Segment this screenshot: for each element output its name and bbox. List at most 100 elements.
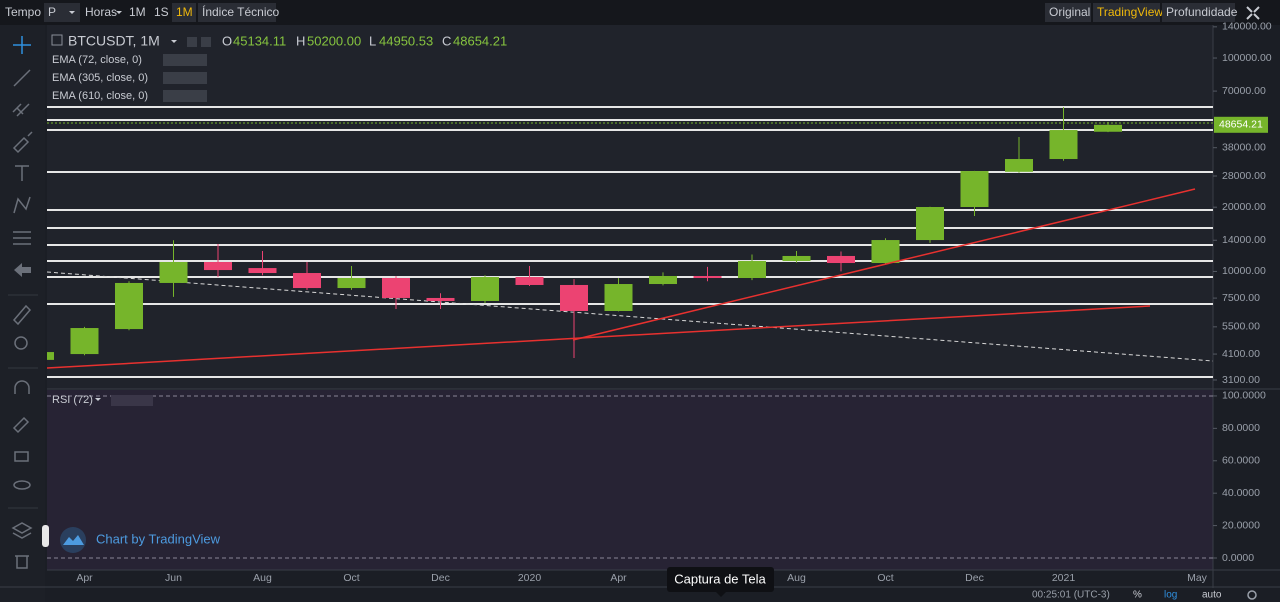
pattern-tool[interactable] — [13, 196, 31, 214]
y-tick-label: 100.0000 — [1222, 390, 1266, 402]
icon[interactable] — [201, 37, 211, 47]
view-tab[interactable]: Original — [1049, 5, 1090, 19]
button-bg — [1162, 3, 1235, 22]
brush-tool[interactable] — [12, 131, 33, 154]
trend-line — [47, 271, 1213, 362]
y-tick-label: 60.0000 — [1222, 455, 1260, 467]
dropdown-arrow — [116, 11, 122, 14]
price-tag — [1214, 116, 1268, 133]
menu-label[interactable]: Horas — [85, 5, 117, 19]
candles — [47, 107, 1122, 360]
zoom-tool[interactable] — [14, 336, 28, 350]
indicators-button[interactable]: Índice Técnico — [202, 4, 279, 19]
percent-toggle[interactable]: % — [1133, 590, 1142, 601]
candle-body — [47, 352, 54, 360]
fullscreen-icon[interactable] — [1246, 6, 1260, 20]
select[interactable] — [44, 3, 80, 22]
candle-body — [604, 284, 633, 312]
candle-body — [782, 255, 811, 262]
dropdown-arrow — [95, 398, 101, 401]
tool-icons — [8, 36, 49, 569]
ohlc-value: 44950.53 — [379, 33, 433, 48]
y-tick-label: 38000.00 — [1222, 141, 1266, 153]
interval-button[interactable]: 1M — [176, 5, 193, 19]
collapse-box[interactable] — [51, 34, 63, 46]
candle-body — [159, 262, 188, 283]
back-tool[interactable] — [14, 263, 31, 277]
y-tick-label: 20.0000 — [1222, 519, 1260, 531]
ohlc-label: C — [442, 33, 451, 48]
auto-toggle[interactable]: auto — [1202, 590, 1222, 601]
candle-body — [1094, 124, 1122, 132]
logo — [63, 535, 84, 545]
study-icons — [163, 72, 207, 84]
interval-button[interactable]: 1M — [129, 5, 146, 19]
view-tab[interactable]: TradingView — [1097, 5, 1163, 19]
y-tick-label: 3100.00 — [1222, 374, 1260, 386]
candle-body — [1049, 130, 1078, 160]
layers-tool[interactable] — [11, 522, 33, 539]
y-tick-label: 5500.00 — [1222, 321, 1260, 333]
menu-label[interactable]: Tempo — [5, 5, 41, 19]
visibility-tool[interactable] — [13, 480, 31, 490]
candle-body — [293, 273, 321, 289]
view-tab[interactable]: Profundidade — [1166, 5, 1238, 19]
x-tick-label: Jun — [165, 572, 182, 584]
button-bg — [1045, 3, 1091, 22]
ohlc-value: 48654.21 — [453, 33, 507, 48]
x-tick-label: Apr — [610, 572, 627, 584]
prediction-tool[interactable] — [13, 231, 31, 245]
button-bg — [1093, 3, 1160, 22]
delete-tool[interactable] — [15, 555, 29, 569]
select-value[interactable]: P — [48, 5, 56, 19]
lock-tool[interactable] — [14, 451, 29, 462]
candle-body — [1005, 159, 1033, 172]
studies: EMA (72, close, 0) EMA (305, close, 0) EMA… — [52, 54, 207, 102]
x-tick-label: Oct — [877, 572, 893, 584]
line-tool[interactable] — [13, 69, 31, 87]
candle-body — [738, 261, 766, 279]
y-tick-label: 7500.00 — [1222, 292, 1260, 304]
clock: 00:25:01 (UTC-3) — [1032, 590, 1110, 601]
log-toggle[interactable]: log — [1164, 590, 1177, 601]
lock-draw-tool[interactable] — [12, 416, 30, 434]
collapse-handle[interactable] — [42, 525, 49, 547]
price-tag-label: 48654.21 — [1219, 119, 1263, 131]
study-icons — [163, 54, 207, 66]
watermark[interactable]: Chart by TradingView — [96, 531, 221, 546]
settings-icon[interactable] — [1247, 590, 1257, 600]
button-bg — [198, 3, 276, 22]
fib-tool[interactable] — [12, 103, 30, 117]
left-toolbar — [0, 25, 45, 602]
candle-body — [693, 275, 722, 279]
horizontal-levels — [47, 106, 1213, 378]
x-tick-label: Aug — [787, 572, 806, 584]
y-tick-label: 40.0000 — [1222, 487, 1260, 499]
tooltip-box — [667, 567, 774, 592]
study-label: EMA (610, close, 0) — [52, 90, 148, 102]
trend-lines — [47, 188, 1196, 369]
interval-button[interactable]: 1S — [154, 5, 169, 19]
candle-body — [426, 297, 455, 301]
y-tick-label: 14000.00 — [1222, 234, 1266, 246]
icon[interactable] — [187, 37, 197, 47]
study-icons — [163, 90, 207, 102]
drawings — [47, 106, 1213, 378]
y-tick-label: 70000.00 — [1222, 85, 1266, 97]
y-tick-label: 100000.00 — [1222, 52, 1272, 64]
y-tick-label: 0.0000 — [1222, 552, 1254, 564]
price-pane — [47, 25, 1213, 389]
dropdown-arrow — [171, 40, 177, 43]
measure-tool[interactable] — [12, 304, 32, 326]
ohlc-value: 45134.11 — [233, 33, 286, 48]
text-tool[interactable] — [15, 165, 29, 181]
magnet-tool[interactable] — [14, 380, 30, 394]
crosshair-tool[interactable] — [13, 36, 31, 54]
candle-body — [70, 328, 99, 355]
trend-line — [572, 188, 1196, 341]
y-tick-label: 28000.00 — [1222, 170, 1266, 182]
candle-body — [337, 278, 366, 289]
study-icons[interactable] — [111, 395, 153, 406]
x-tick-label: 2021 — [1052, 572, 1076, 584]
